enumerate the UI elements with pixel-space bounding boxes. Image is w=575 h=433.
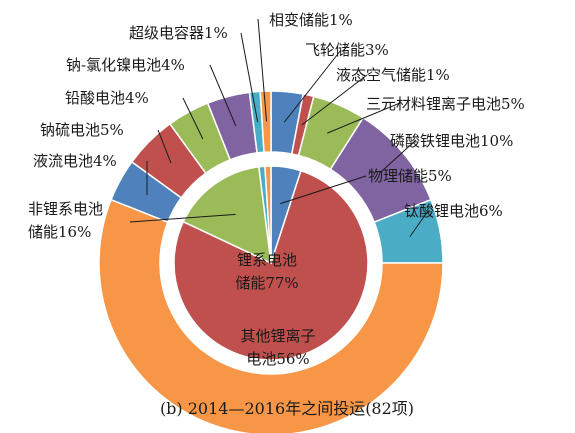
slice-label: 铅酸电池4% <box>65 89 149 107</box>
leader-line <box>283 49 342 123</box>
slice-label: 液流电池4% <box>33 152 117 170</box>
leader-line <box>240 32 259 123</box>
leader-lines <box>129 18 429 237</box>
leader-line <box>409 210 429 237</box>
slice-label: 物理储能5% <box>368 167 452 185</box>
slice-label: 超级电容器1% <box>129 24 228 42</box>
chart-caption: (b) 2014—2016年之间投运(82项) <box>160 399 414 418</box>
slice-labels: 飞轮储能3% 液态空气储能1% 三元材料锂离子电池5% 磷酸铁锂电池10% 钛酸锂电池6… <box>28 11 525 368</box>
leader-line <box>257 18 268 122</box>
slice-label: 三元材料锂离子电池5% <box>366 95 525 113</box>
slice-label: 其他锂离子电池56% <box>240 327 315 368</box>
leader-line <box>209 64 237 127</box>
inner-slice <box>173 169 369 361</box>
outer-ring <box>98 90 444 433</box>
slice-label: 锂系电池储能77% <box>235 251 298 292</box>
slice-label: 非锂系电池储能16% <box>28 200 103 241</box>
leader-line <box>301 74 368 126</box>
leader-line <box>129 213 236 223</box>
leader-line <box>182 97 204 140</box>
slice-label: 钛酸锂电池6% <box>404 202 503 220</box>
slice-label: 钠硫电池5% <box>40 121 124 139</box>
slice-label: 液态空气储能1% <box>336 66 450 84</box>
inner-slice <box>264 165 272 264</box>
slice-label: 钠-氯化镍电池4% <box>66 56 185 74</box>
leader-line <box>379 139 417 174</box>
leader-line <box>280 175 367 205</box>
slice-label: 相变储能1% <box>269 11 353 29</box>
leader-line <box>327 102 401 134</box>
outer-slice <box>98 198 444 433</box>
slice-label: 飞轮储能3% <box>305 41 389 59</box>
slice-label: 磷酸铁锂电池10% <box>390 132 513 150</box>
leader-line <box>157 129 172 164</box>
